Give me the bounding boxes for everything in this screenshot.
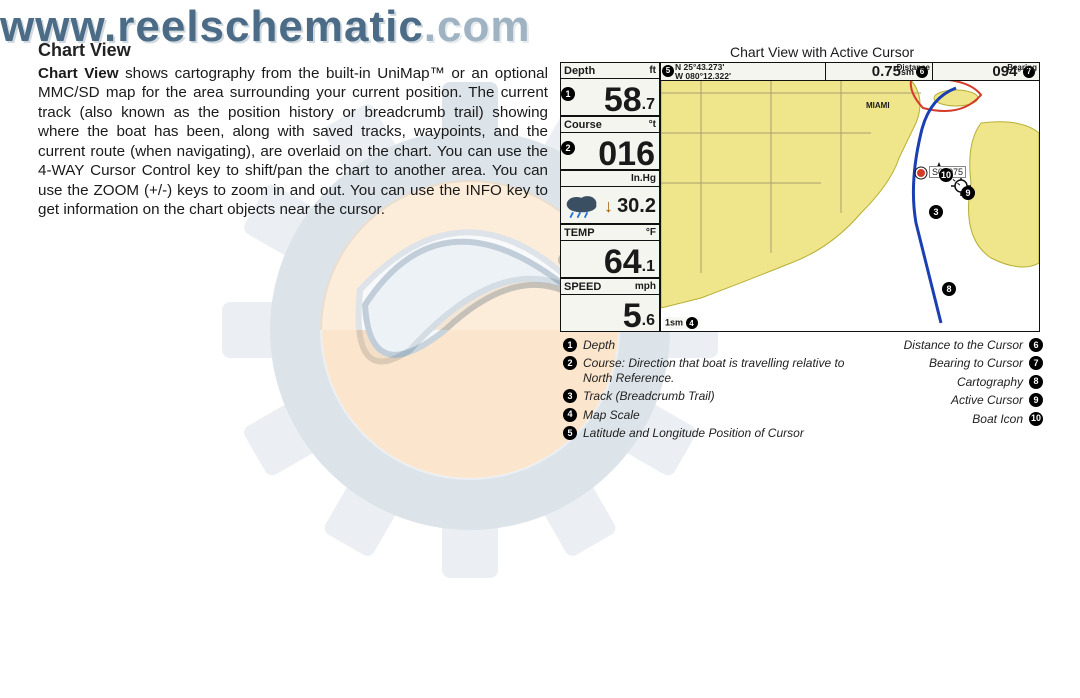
city-label: MIAMI — [866, 101, 890, 110]
depth-value: 58 — [604, 83, 642, 117]
speed-unit: mph — [635, 281, 656, 292]
bearing-label: Bearing — [1007, 63, 1037, 72]
legend-right: Distance to the Cursor6 Bearing to Cursor… — [863, 338, 1043, 430]
baro-value: 30.2 — [617, 195, 656, 218]
temp-dec: .1 — [642, 258, 655, 279]
figure-caption: Chart View with Active Cursor — [730, 44, 914, 60]
speed-label: SPEED — [564, 281, 601, 293]
body-paragraph: Chart View shows cartography from the bu… — [38, 64, 548, 220]
tile-depth: Depth ft 1 58.7 — [560, 62, 660, 116]
rain-cloud-icon — [564, 193, 600, 219]
legend-item: 3Track (Breadcrumb Trail) — [563, 389, 853, 403]
legend-item: 4Map Scale — [563, 408, 853, 422]
temp-value: 64 — [604, 245, 642, 279]
map-scale-text: 1sm — [665, 317, 683, 327]
course-value: 016 — [598, 137, 655, 171]
side-readouts: Depth ft 1 58.7 Course °t 2 016 — [560, 62, 660, 332]
speed-dec: .6 — [642, 312, 655, 333]
legend-item: 5Latitude and Longitude Position of Curs… — [563, 426, 853, 440]
distance-label: Distance — [897, 63, 930, 72]
legend-item: Boat Icon10 — [863, 412, 1043, 426]
course-unit: °t — [649, 119, 656, 130]
legend-item: 1Depth — [563, 338, 853, 352]
legend-item: Bearing to Cursor7 — [863, 356, 1043, 370]
cartography-svg — [661, 63, 1040, 332]
ring-3: 3 — [929, 205, 943, 219]
watermark-url: www.reelschematic.com — [0, 2, 1080, 52]
tile-temp: TEMP °F 64.1 — [560, 224, 660, 278]
baro-unit: In.Hg — [631, 173, 656, 184]
section-title: Chart View — [38, 40, 131, 61]
bearing-cell: Bearing 094° 7 — [933, 63, 1039, 80]
depth-dec: .7 — [642, 96, 655, 117]
ring-4: 4 — [686, 317, 698, 329]
temp-unit: °F — [646, 227, 656, 238]
cursor-coords: 5 N 25°43.273' W 080°12.322' — [661, 63, 826, 80]
map-topbar: 5 N 25°43.273' W 080°12.322' Distance 0.… — [661, 63, 1039, 81]
course-label: Course — [564, 119, 602, 131]
ring-8: 8 — [942, 282, 956, 296]
baro-trend-icon: ↓ — [604, 196, 613, 217]
ring-9: 9 — [961, 186, 975, 200]
chart-view-device: Depthft 1 58.7 Course°t 2 016 — [560, 62, 1040, 332]
depth-unit: ft — [649, 65, 656, 76]
legend-item: Active Cursor9 — [863, 393, 1043, 407]
ring-1: 1 — [561, 87, 575, 101]
depth-label: Depth — [564, 65, 595, 77]
tile-baro: In.Hg ↓ 30.2 — [560, 170, 660, 224]
speed-value: 5 — [623, 299, 642, 333]
legend-item: Cartography8 — [863, 375, 1043, 389]
tile-course: Course °t 2 016 — [560, 116, 660, 170]
legend-item: 2Course: Direction that boat is travelli… — [563, 356, 853, 385]
chart-map: 5 N 25°43.273' W 080°12.322' Distance 0.… — [660, 62, 1040, 332]
watermark-dim: .com — [424, 2, 531, 51]
legend-left: 1Depth 2Course: Direction that boat is tr… — [563, 338, 853, 444]
figure-legend: 1Depth 2Course: Direction that boat is tr… — [563, 336, 1043, 456]
temp-label: TEMP — [564, 227, 595, 239]
map-scale: 1sm 4 — [663, 317, 700, 329]
tile-speed: SPEED mph 5.6 — [560, 278, 660, 332]
distance-cell: Distance 0.75sm 6 — [826, 63, 933, 80]
coord-lon: W 080°12.322' — [675, 72, 825, 81]
legend-item: Distance to the Cursor6 — [863, 338, 1043, 352]
ring-5: 5 — [662, 65, 674, 77]
ring-2: 2 — [561, 141, 575, 155]
ring-10: 10 — [939, 168, 953, 182]
